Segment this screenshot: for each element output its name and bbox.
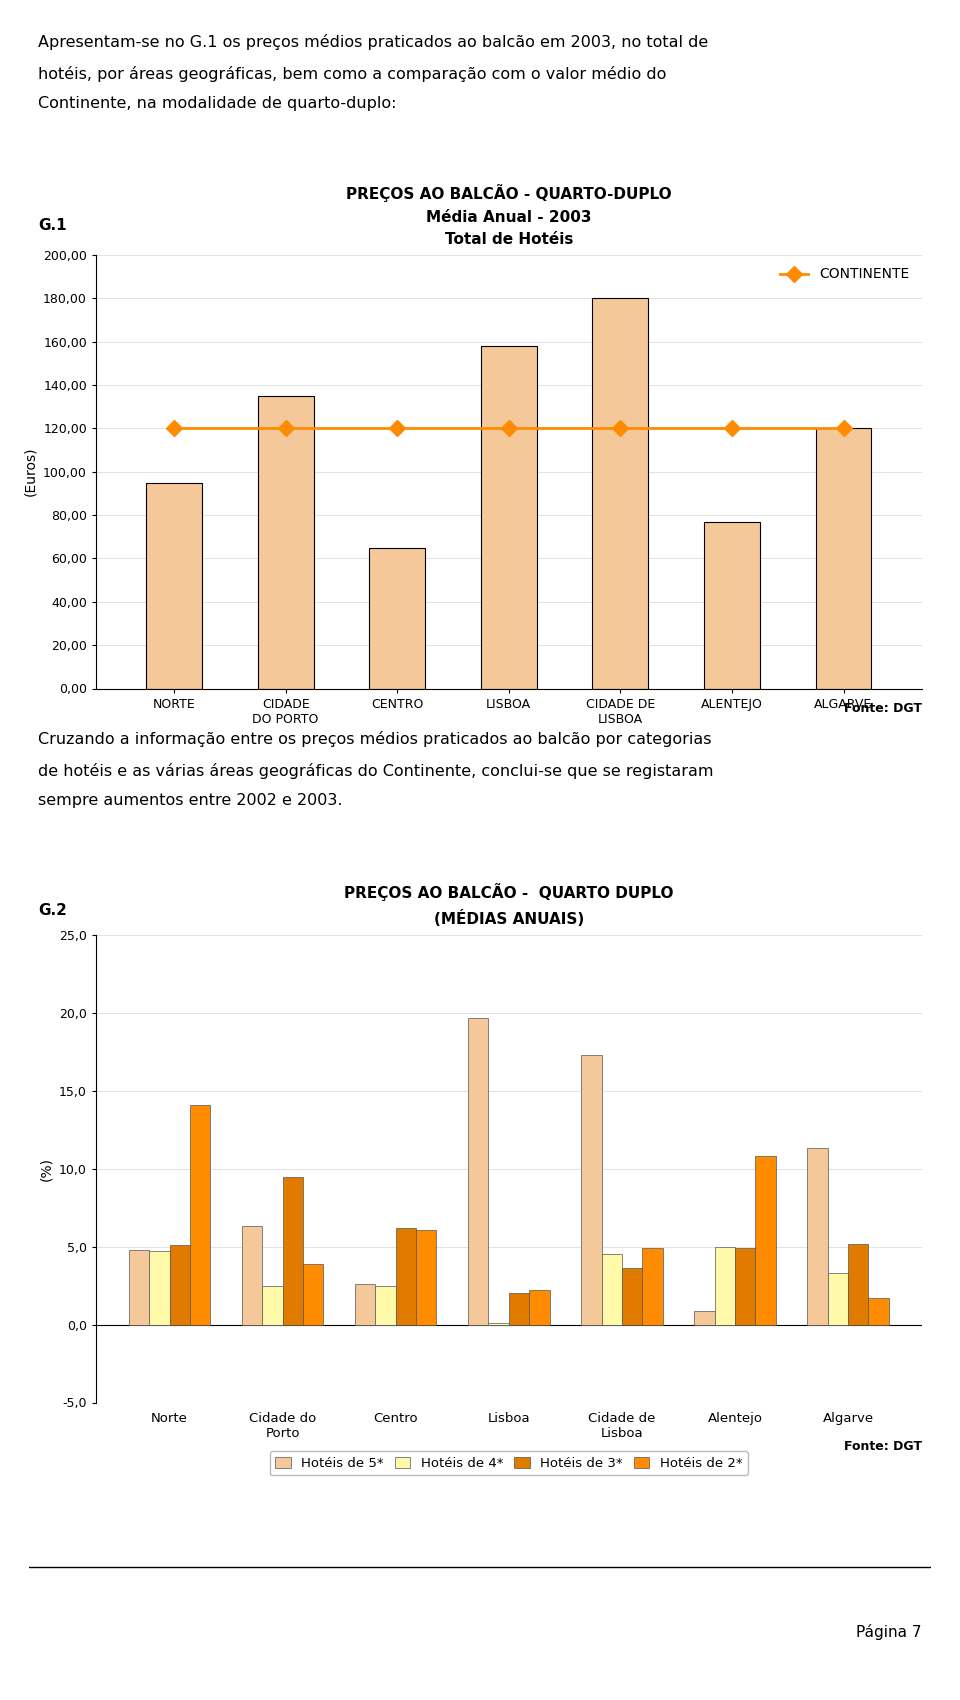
Bar bbox=[622, 1268, 642, 1324]
Bar bbox=[509, 1294, 529, 1324]
Text: Cruzando a informação entre os preços médios praticados ao balcão por categorias: Cruzando a informação entre os preços mé… bbox=[38, 731, 714, 808]
Bar bbox=[468, 1018, 489, 1324]
Bar bbox=[242, 1226, 262, 1324]
CONTINENTE bbox=[392, 418, 403, 439]
Bar bbox=[869, 1299, 889, 1324]
CONTINENTE bbox=[503, 418, 515, 439]
Bar bbox=[190, 1105, 210, 1324]
Bar bbox=[370, 547, 425, 688]
Bar bbox=[807, 1149, 828, 1324]
Bar bbox=[481, 347, 537, 688]
CONTINENTE bbox=[280, 418, 292, 439]
Bar bbox=[602, 1255, 622, 1324]
Text: Página 7: Página 7 bbox=[856, 1624, 922, 1640]
Bar bbox=[714, 1246, 735, 1324]
Bar bbox=[642, 1248, 662, 1324]
Bar bbox=[694, 1311, 714, 1324]
CONTINENTE bbox=[168, 418, 180, 439]
CONTINENTE bbox=[838, 418, 850, 439]
Bar bbox=[735, 1248, 756, 1324]
Legend: CONTINENTE: CONTINENTE bbox=[775, 262, 915, 287]
Text: G.1: G.1 bbox=[38, 218, 67, 233]
Title: PREÇOS AO BALCÃO - QUARTO-DUPLO
Média Anual - 2003
Total de Hotéis: PREÇOS AO BALCÃO - QUARTO-DUPLO Média An… bbox=[346, 185, 672, 246]
Bar bbox=[592, 299, 648, 688]
Bar bbox=[581, 1056, 602, 1324]
Bar bbox=[848, 1244, 869, 1324]
Bar bbox=[149, 1251, 170, 1324]
Bar bbox=[303, 1263, 324, 1324]
Bar bbox=[146, 483, 202, 688]
Bar bbox=[375, 1285, 396, 1324]
Bar bbox=[258, 396, 314, 688]
Y-axis label: (Euros): (Euros) bbox=[24, 447, 37, 496]
Line: CONTINENTE: CONTINENTE bbox=[169, 423, 849, 434]
Y-axis label: (%): (%) bbox=[39, 1156, 54, 1181]
Bar bbox=[129, 1250, 149, 1324]
Text: Fonte: DGT: Fonte: DGT bbox=[844, 1440, 922, 1453]
Bar bbox=[756, 1156, 776, 1324]
Bar bbox=[170, 1244, 190, 1324]
Bar bbox=[396, 1227, 416, 1324]
Text: Fonte: DGT: Fonte: DGT bbox=[844, 702, 922, 716]
Bar bbox=[828, 1273, 848, 1324]
CONTINENTE bbox=[614, 418, 626, 439]
CONTINENTE bbox=[726, 418, 737, 439]
Text: G.2: G.2 bbox=[38, 903, 67, 918]
Legend: Hotéis de 5*, Hotéis de 4*, Hotéis de 3*, Hotéis de 2*: Hotéis de 5*, Hotéis de 4*, Hotéis de 3*… bbox=[270, 1452, 748, 1476]
Bar bbox=[282, 1176, 303, 1324]
Bar bbox=[704, 522, 759, 688]
Bar bbox=[416, 1229, 437, 1324]
Bar bbox=[529, 1290, 549, 1324]
Text: Apresentam-se no G.1 os preços médios praticados ao balcão em 2003, no total de
: Apresentam-se no G.1 os preços médios pr… bbox=[38, 34, 708, 110]
Bar bbox=[816, 428, 872, 688]
Bar bbox=[262, 1285, 282, 1324]
Bar bbox=[355, 1284, 375, 1324]
Title: PREÇOS AO BALCÃO -  QUARTO DUPLO
(MÉDIAS ANUAIS): PREÇOS AO BALCÃO - QUARTO DUPLO (MÉDIAS … bbox=[344, 884, 674, 926]
